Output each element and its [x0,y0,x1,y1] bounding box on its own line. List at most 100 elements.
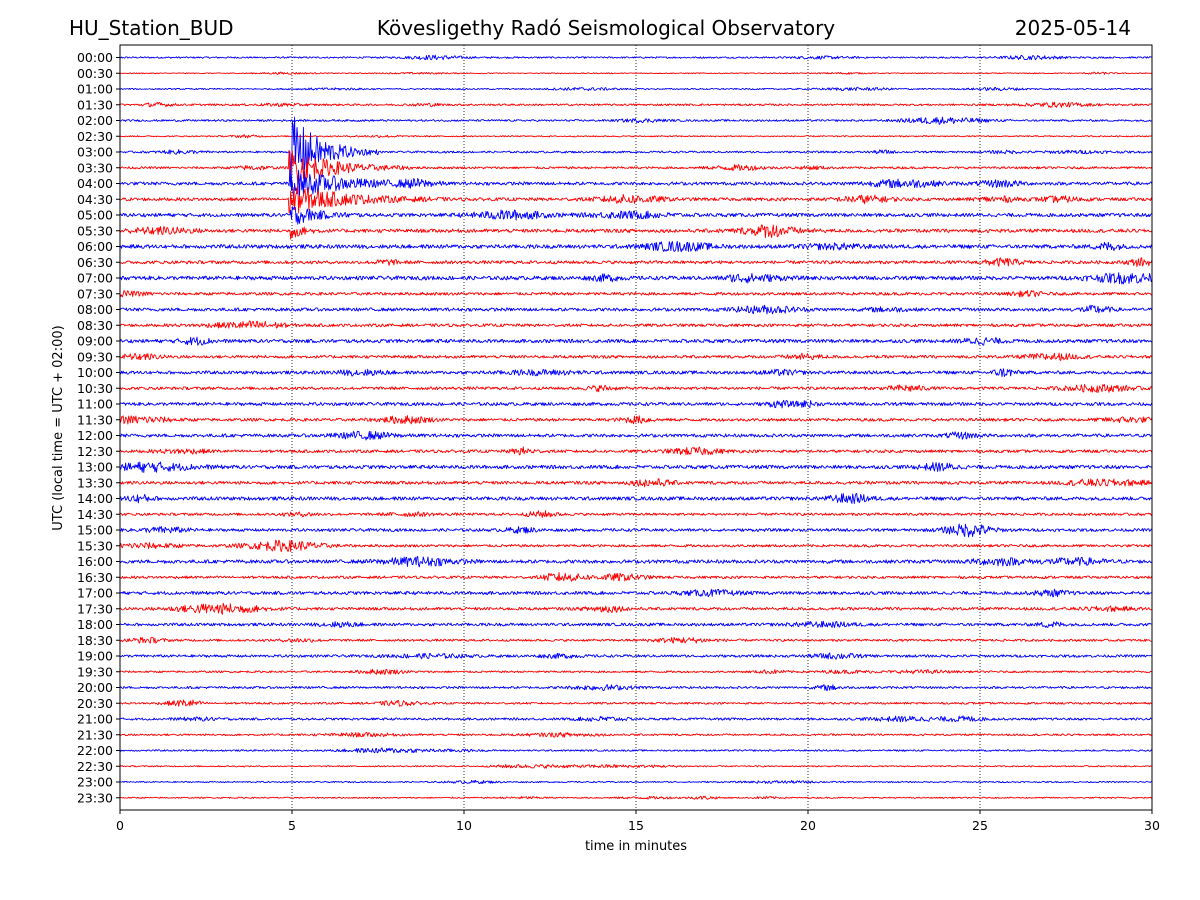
y-tick-label: 03:30 [77,160,113,175]
x-tick-label: 30 [1144,818,1160,833]
trace-1300 [119,461,1153,473]
y-tick-label: 17:30 [77,601,113,616]
x-tick-label: 0 [116,818,124,833]
trace-0000 [119,54,1153,61]
y-tick-label: 03:00 [77,145,113,160]
y-tick-label: 15:00 [77,523,113,538]
chart-title: Kövesligethy Radó Seismological Observat… [377,16,835,40]
trace-1600 [119,555,1153,568]
trace-0030 [119,71,1153,75]
trace-0330 [119,149,1153,185]
y-tick-label: 00:30 [77,66,113,81]
y-tick-label: 09:00 [77,334,113,349]
trace-1230 [119,446,1153,456]
trace-1700 [119,588,1153,598]
trace-0500 [119,206,1153,225]
y-tick-label: 08:30 [77,318,113,333]
y-tick-label: 14:30 [77,507,113,522]
y-tick-label: 22:00 [77,743,113,758]
trace-0400 [119,169,1153,199]
y-tick-label: 05:00 [77,208,113,223]
date-title: 2025-05-14 [1015,16,1131,40]
x-tick-label: 20 [800,818,816,833]
trace-1800 [119,620,1153,629]
trace-1500 [120,523,1153,538]
trace-1830 [119,636,1153,644]
trace-0830 [119,320,1153,329]
y-tick-label: 00:00 [77,50,113,65]
trace-2230 [119,763,1153,769]
y-tick-label: 11:30 [77,412,113,427]
y-tick-label: 20:30 [77,696,113,711]
x-tick-label: 10 [456,818,472,833]
y-tick-label: 14:00 [77,491,113,506]
y-tick-label: 12:30 [77,444,113,459]
y-tick-labels: 00:0000:3001:0001:3002:0002:3003:0003:30… [77,50,120,805]
y-tick-label: 23:00 [77,775,113,790]
x-tick-labels: 0 5 10 15 20 25 30 [116,810,1160,833]
y-axis-label: UTC (local time = UTC + 02:00) [51,325,66,530]
trace-0700 [119,272,1152,285]
trace-1000 [119,368,1153,378]
trace-1100 [119,399,1153,409]
trace-0600 [119,240,1153,253]
x-tick-label: 5 [288,818,296,833]
y-tick-label: 06:00 [77,239,113,254]
trace-0300 [119,116,1153,191]
y-tick-label: 08:00 [77,302,113,317]
trace-2200 [119,747,1153,754]
trace-0200 [119,116,1152,125]
trace-1930 [119,668,1153,675]
trace-0930 [119,352,1153,362]
trace-1430 [119,510,1153,519]
y-tick-label: 18:00 [77,617,113,632]
y-tick-label: 07:00 [77,271,113,286]
y-tick-label: 01:00 [77,82,113,97]
y-tick-label: 01:30 [77,97,113,112]
y-tick-label: 16:30 [77,570,113,585]
y-tick-label: 10:30 [77,381,113,396]
trace-1200 [119,430,1153,441]
trace-2100 [119,715,1153,723]
trace-1900 [119,652,1153,660]
trace-0130 [119,101,1153,108]
y-tick-label: 19:30 [77,664,113,679]
y-tick-label: 11:00 [77,397,113,412]
trace-group [119,54,1153,800]
trace-0630 [119,257,1153,267]
station-title: HU_Station_BUD [69,16,234,40]
y-tick-label: 06:30 [77,255,113,270]
trace-2300 [119,779,1152,785]
trace-0800 [119,304,1153,315]
y-tick-label: 19:00 [77,649,113,664]
trace-2330 [119,795,1153,800]
y-tick-label: 12:00 [77,428,113,443]
x-tick-label: 15 [628,818,644,833]
trace-2030 [119,699,1153,707]
trace-1630 [119,571,1153,582]
trace-0730 [119,289,1153,298]
y-tick-label: 13:30 [77,475,113,490]
y-tick-label: 02:00 [77,113,113,128]
y-tick-label: 15:30 [77,538,113,553]
trace-0530 [119,224,1153,240]
y-tick-label: 21:00 [77,712,113,727]
trace-1330 [119,478,1153,488]
trace-1400 [119,493,1153,505]
vertical-gridlines [291,45,981,810]
trace-2130 [119,731,1153,738]
y-tick-label: 10:00 [77,365,113,380]
trace-1730 [119,602,1153,615]
y-tick-label: 16:00 [77,554,113,569]
trace-1030 [119,383,1153,394]
y-tick-label: 21:30 [77,727,113,742]
plot-frame [119,44,1153,811]
y-tick-label: 04:00 [77,176,113,191]
trace-0900 [119,336,1153,346]
trace-0430 [119,185,1153,214]
y-tick-label: 09:30 [77,349,113,364]
trace-2000 [119,684,1153,692]
x-tick-label: 25 [972,818,988,833]
y-tick-label: 04:30 [77,192,113,207]
